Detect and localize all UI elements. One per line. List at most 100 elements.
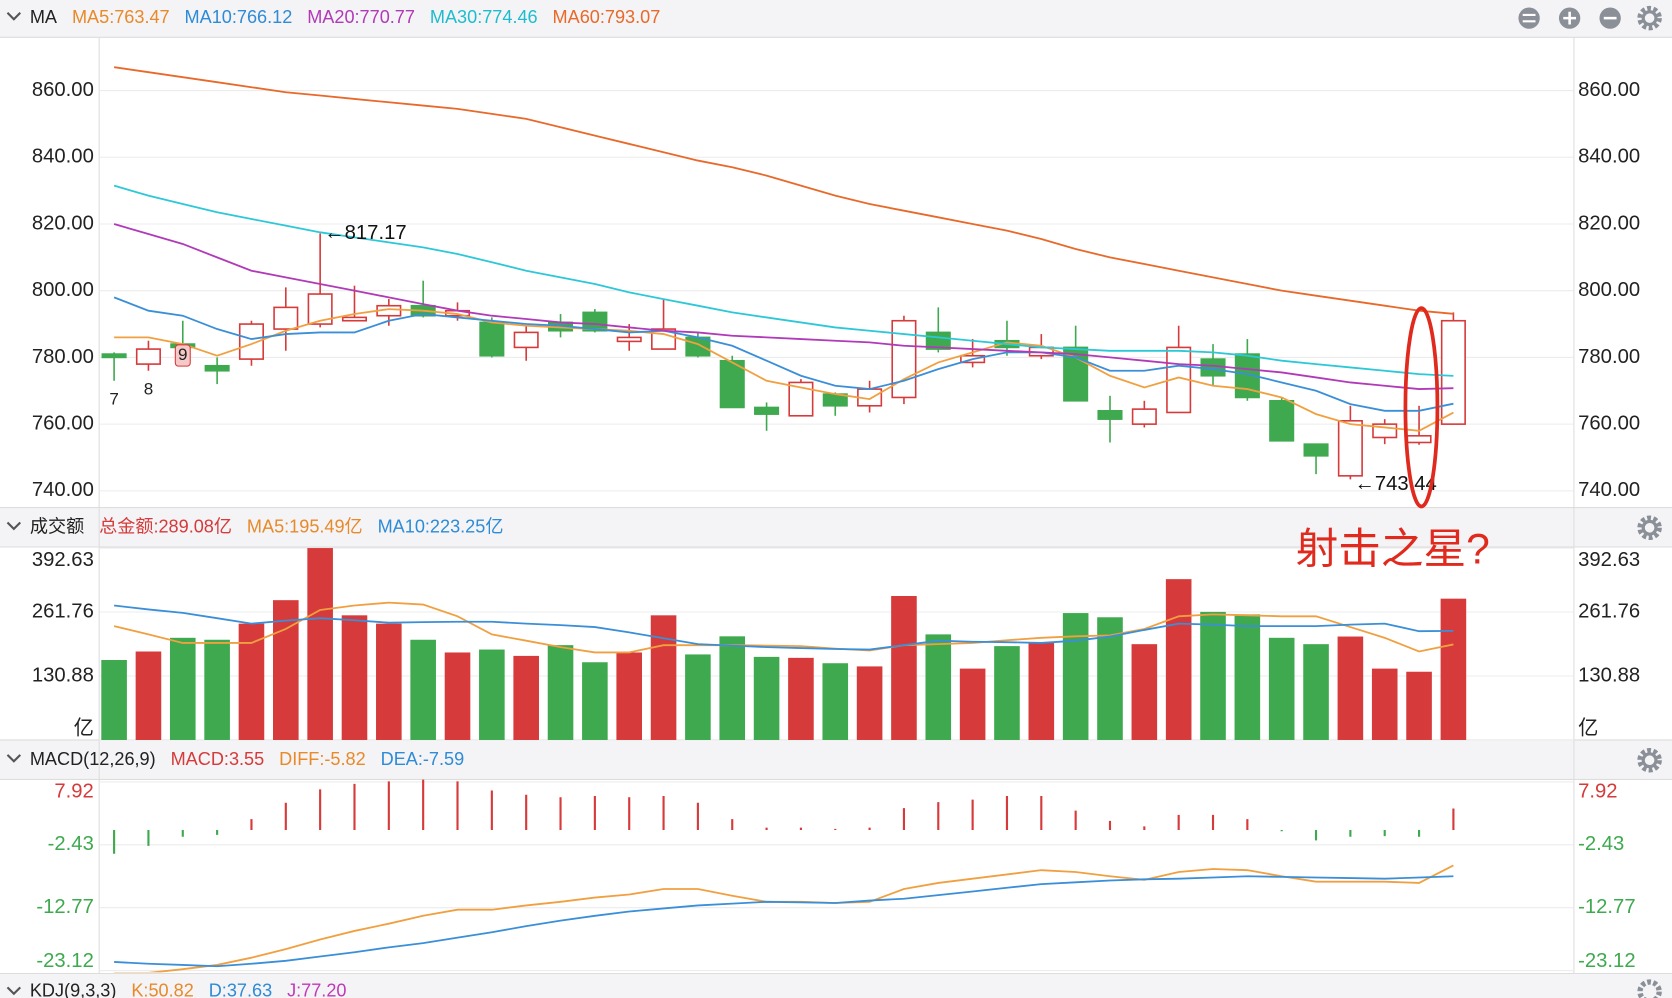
header-bar xyxy=(0,739,1672,780)
legend-item: K:50.82 xyxy=(131,980,193,998)
y-tick-label: 860.00 xyxy=(1578,79,1640,101)
y-tick-label: 820.00 xyxy=(32,212,94,234)
collapse-chevron[interactable] xyxy=(6,986,22,996)
settings-button[interactable] xyxy=(1637,515,1662,541)
sequence-label: 8 xyxy=(144,379,153,398)
candle-body xyxy=(1269,399,1295,442)
y-tick-label: 760.00 xyxy=(32,412,94,434)
volume-bar xyxy=(616,652,643,740)
sequence-label: 9 xyxy=(178,345,187,364)
volume-bar xyxy=(1406,671,1432,740)
settings-button[interactable] xyxy=(1637,747,1662,773)
legend-item: MA10:766.12 xyxy=(185,7,293,27)
candle-body xyxy=(1440,319,1466,425)
shrink-button[interactable] xyxy=(1518,7,1540,29)
y-tick-label: -12.77 xyxy=(1578,896,1635,918)
legend-item: J:77.20 xyxy=(287,980,346,998)
plot-area xyxy=(101,66,1466,480)
volume-bar xyxy=(410,639,436,740)
icon xyxy=(1563,11,1577,25)
settings-button[interactable] xyxy=(1637,979,1662,998)
y-tick-label: 740.00 xyxy=(1578,479,1640,501)
volume-bar xyxy=(1200,611,1226,740)
volume-bar xyxy=(822,663,849,740)
y-tick-label: 261.76 xyxy=(32,600,94,622)
y-tick-label: 7.92 xyxy=(54,781,93,803)
volume-bar xyxy=(959,668,986,740)
plot-area xyxy=(113,779,1455,973)
volume-bar xyxy=(1131,644,1158,740)
y-tick-label: -23.12 xyxy=(1578,950,1635,972)
volume-bar xyxy=(513,655,539,740)
candle-body xyxy=(1097,409,1123,420)
candle-body xyxy=(1234,353,1260,399)
y-tick-label: 840.00 xyxy=(32,146,94,168)
callout: 射击之星? xyxy=(1296,526,1490,574)
legend-item: D:37.63 xyxy=(209,980,272,998)
chevrons xyxy=(6,12,22,996)
sequence-box xyxy=(174,344,191,367)
line-series xyxy=(113,184,1454,377)
y-tick-label: 130.88 xyxy=(1578,664,1640,686)
y-tick-label: 亿 xyxy=(1578,717,1598,740)
settings-button[interactable] xyxy=(1637,5,1662,31)
legend-item: MA30:774.46 xyxy=(430,7,538,27)
volume-bar xyxy=(1371,668,1398,740)
y-tick-label: -2.43 xyxy=(48,833,94,855)
candle-body xyxy=(719,359,745,409)
y-tick-label: 261.76 xyxy=(1578,600,1640,622)
volume-bar xyxy=(1165,579,1192,740)
volume-bar xyxy=(788,657,814,740)
plot-area xyxy=(101,548,1467,740)
legend-item: MA20:770.77 xyxy=(307,7,415,27)
candle-body xyxy=(891,319,917,399)
legend-item: MACD:3.55 xyxy=(171,749,265,769)
legend-item: MA5:763.47 xyxy=(72,7,170,27)
y-tick-label: 800.00 xyxy=(1578,279,1640,301)
volume-bar xyxy=(1303,644,1329,740)
y-tick-label: -12.77 xyxy=(36,896,93,918)
collapse-chevron[interactable] xyxy=(6,754,22,763)
line-series xyxy=(114,308,1454,432)
volume-bar xyxy=(547,645,574,740)
volume-bar xyxy=(582,662,608,740)
legend-item: MA5:195.49亿 xyxy=(247,517,363,537)
y-tick-label: 130.88 xyxy=(32,664,94,686)
toolbar xyxy=(1518,7,1621,29)
volume-bar xyxy=(1268,637,1295,740)
line-series xyxy=(113,601,1454,654)
candle-body xyxy=(101,353,127,359)
header-bar xyxy=(0,973,1672,998)
header-bar xyxy=(0,0,1672,38)
icon xyxy=(1522,13,1536,23)
panel-title: KDJ(9,3,3) xyxy=(30,980,117,998)
panel-title: MACD(12,26,9) xyxy=(30,749,156,769)
candle-body xyxy=(1337,419,1363,477)
volume-bar xyxy=(1234,614,1261,740)
y-tick-label: -2.43 xyxy=(1578,833,1624,855)
volume-bar xyxy=(307,548,333,740)
volume-bar xyxy=(135,651,162,740)
line-series xyxy=(114,875,1454,968)
candle-body xyxy=(513,331,539,349)
volume-bar xyxy=(856,666,883,740)
line-series xyxy=(113,296,1454,412)
collapse-chevron[interactable] xyxy=(6,12,22,21)
volume-bar xyxy=(994,646,1020,740)
line-series xyxy=(113,223,1454,390)
candle-body xyxy=(341,316,368,322)
volume-bar xyxy=(204,639,230,740)
collapse-chevron[interactable] xyxy=(6,521,22,531)
y-tick-label: 820.00 xyxy=(1578,212,1640,234)
sequence-label: 7 xyxy=(109,389,118,408)
high-annotation: ←817.17 xyxy=(324,222,406,244)
volume-bar xyxy=(341,615,368,740)
panel-title: MA xyxy=(30,7,58,27)
volume-bar xyxy=(376,623,402,740)
candle-body xyxy=(135,348,161,365)
candle-body xyxy=(1303,443,1329,457)
candle-body xyxy=(273,306,299,330)
